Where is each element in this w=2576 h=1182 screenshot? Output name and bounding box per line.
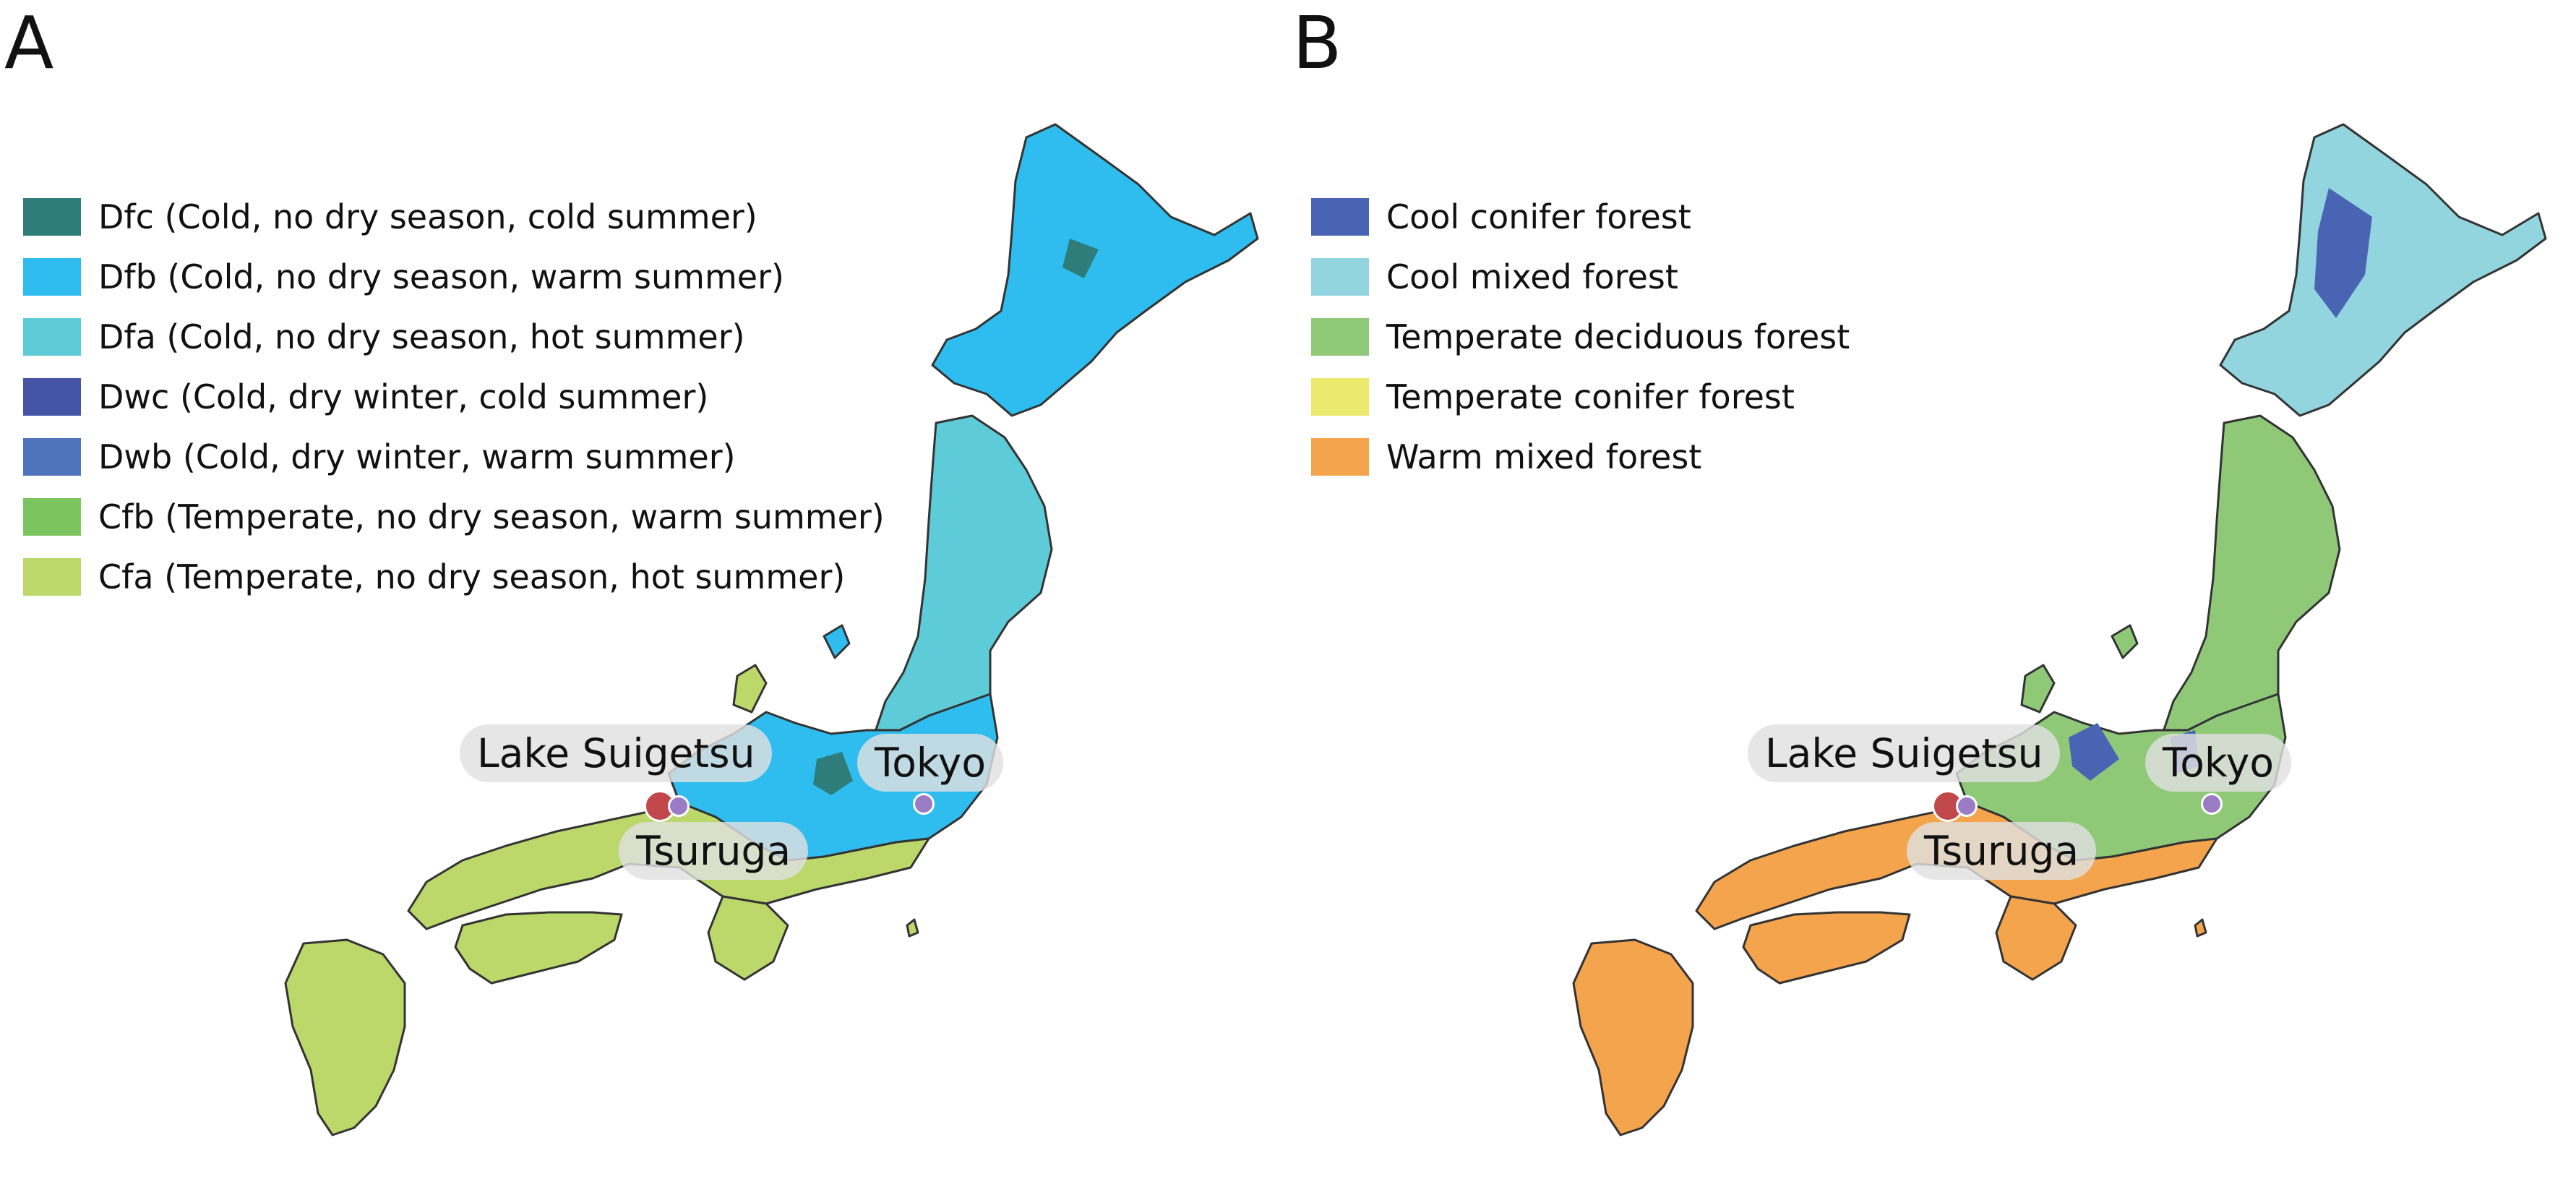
legend: Cool conifer forest Cool mixed forest Te…	[1311, 187, 1850, 487]
tokyo-marker	[913, 793, 935, 815]
shikoku	[454, 911, 623, 985]
sado	[823, 624, 851, 659]
legend-label: Dfb (Cold, no dry season, warm summer)	[98, 257, 784, 296]
legend-swatch	[23, 317, 81, 356]
lake-suigetsu-label: Lake Suigetsu	[1748, 724, 2061, 782]
izu	[906, 918, 919, 938]
patch	[813, 752, 853, 795]
panel-b: B Cool conifer forest Cool mixed forest …	[1288, 0, 2576, 1182]
legend-swatch	[23, 377, 81, 416]
kii	[1995, 895, 2077, 981]
legend-item: Warm mixed forest	[1311, 427, 1850, 487]
legend-item: Dfa (Cold, no dry season, hot summer)	[23, 307, 885, 367]
shikoku	[1742, 911, 1911, 985]
lake-suigetsu-label: Lake Suigetsu	[460, 724, 773, 782]
legend-swatch	[1311, 317, 1369, 356]
kii	[707, 895, 789, 981]
honshu-north	[873, 414, 1053, 735]
panel-letter: B	[1292, 1, 1342, 85]
legend-swatch	[1311, 437, 1369, 476]
legend-swatch	[23, 257, 81, 296]
izu	[2194, 918, 2207, 938]
legend-item: Cool mixed forest	[1311, 247, 1850, 307]
kyushu	[1572, 938, 1694, 1136]
patch	[1062, 239, 1099, 278]
sado	[2111, 624, 2139, 659]
legend-item: Temperate conifer forest	[1311, 367, 1850, 427]
patch	[2314, 188, 2372, 318]
legend-item: Cfb (Temperate, no dry season, warm summ…	[23, 487, 885, 547]
panel-a: A Dfc (Cold, no dry season, cold summer)…	[4, 1, 1259, 1136]
legend-label: Cfa (Temperate, no dry season, hot summe…	[98, 557, 846, 596]
legend-label: Cool mixed forest	[1386, 257, 1678, 296]
tsuruga-label: Tsuruga	[619, 822, 809, 880]
tokyo-marker	[2201, 793, 2223, 815]
hokkaido	[931, 123, 1259, 417]
legend-label: Dwb (Cold, dry winter, warm summer)	[98, 437, 736, 476]
legend-swatch	[23, 437, 81, 476]
legend-swatch	[1311, 377, 1369, 416]
legend-label: Dwc (Cold, dry winter, cold summer)	[98, 377, 709, 416]
legend-item: Dwb (Cold, dry winter, warm summer)	[23, 427, 885, 487]
tsuruga-marker	[1956, 795, 1978, 817]
legend-swatch	[23, 197, 81, 236]
tsuruga-marker	[668, 795, 690, 817]
noto	[2020, 664, 2056, 714]
legend-item: Dfb (Cold, no dry season, warm summer)	[23, 247, 885, 307]
legend-label: Warm mixed forest	[1386, 437, 1702, 476]
legend-item: Dwc (Cold, dry winter, cold summer)	[23, 367, 885, 427]
legend-label: Dfa (Cold, no dry season, hot summer)	[98, 317, 745, 356]
legend-item: Cool conifer forest	[1311, 187, 1850, 247]
panel-letter: A	[4, 1, 54, 85]
hokkaido	[2219, 123, 2547, 417]
legend-item: Temperate deciduous forest	[1311, 307, 1850, 367]
tsuruga-label: Tsuruga	[1907, 822, 2097, 880]
legend-swatch	[23, 497, 81, 536]
legend-label: Cool conifer forest	[1386, 197, 1691, 236]
tokyo-label: Tokyo	[2145, 734, 2291, 792]
legend-item: Cfa (Temperate, no dry season, hot summe…	[23, 547, 885, 607]
tokyo-label: Tokyo	[857, 734, 1003, 792]
legend-label: Dfc (Cold, no dry season, cold summer)	[98, 197, 757, 236]
legend-label: Temperate conifer forest	[1386, 377, 1795, 416]
japan-map	[1572, 123, 2547, 1136]
kyushu	[284, 938, 406, 1136]
legend-item: Dfc (Cold, no dry season, cold summer)	[23, 187, 885, 247]
legend-swatch	[1311, 257, 1369, 296]
legend-label: Cfb (Temperate, no dry season, warm summ…	[98, 497, 885, 536]
patch	[2069, 723, 2119, 781]
legend-label: Temperate deciduous forest	[1386, 317, 1850, 356]
noto	[732, 664, 768, 714]
honshu-north	[2161, 414, 2341, 735]
legend-swatch	[1311, 197, 1369, 236]
legend-swatch	[23, 557, 81, 596]
legend: Dfc (Cold, no dry season, cold summer) D…	[23, 187, 885, 607]
